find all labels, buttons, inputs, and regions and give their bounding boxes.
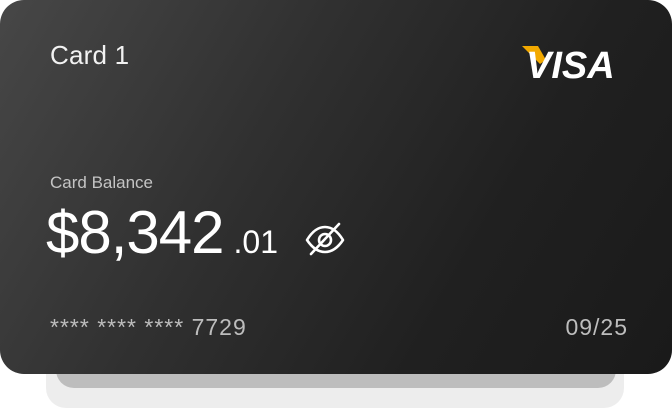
card-number: **** **** **** 7729 <box>50 314 247 340</box>
balance-row: $8,342 .01 <box>46 198 346 267</box>
svg-text:VISA: VISA <box>526 45 615 84</box>
eye-slash-icon[interactable] <box>304 218 346 260</box>
credit-card[interactable]: Card 1 VISA Card Balance $8,342 .01 ****… <box>0 0 672 374</box>
card-name: Card 1 <box>50 40 130 70</box>
balance-amount: $8,342 <box>46 199 225 266</box>
balance-label: Card Balance <box>50 173 154 192</box>
card-expiry: 09/25 <box>565 314 628 340</box>
balance-cents: .01 <box>233 224 278 260</box>
visa-logo: VISA <box>522 45 615 84</box>
